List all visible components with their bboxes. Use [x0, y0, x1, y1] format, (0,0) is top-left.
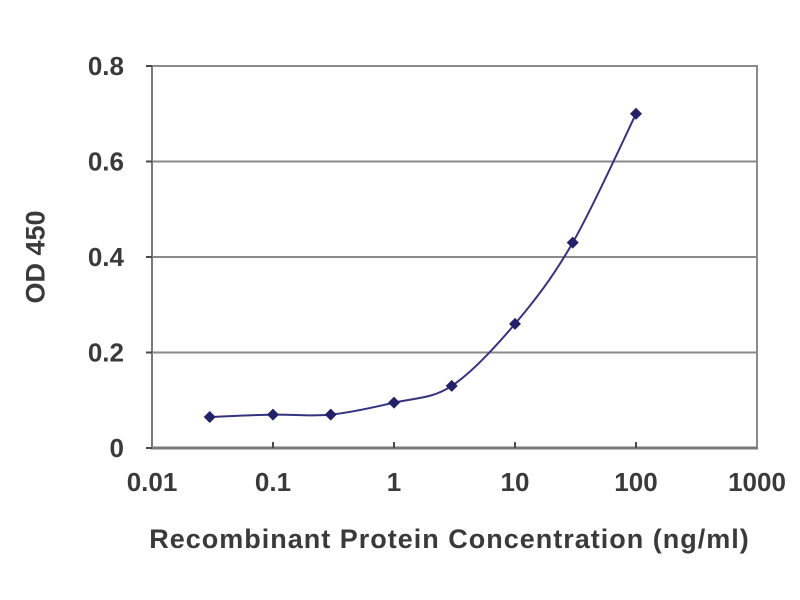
x-tick-label: 1000	[728, 467, 786, 497]
data-point-marker	[445, 379, 458, 392]
data-point-marker	[509, 317, 521, 330]
data-point-marker	[630, 107, 642, 120]
x-axis-title: Recombinant Protein Concentration (ng/ml…	[149, 524, 750, 554]
y-axis-title: OD 450	[20, 210, 51, 304]
x-tick-label: 0.1	[255, 467, 291, 497]
data-point-marker	[566, 236, 579, 249]
y-tick-label: 0.6	[88, 147, 124, 177]
y-tick-label: 0	[110, 433, 124, 463]
data-point-marker	[203, 410, 216, 423]
y-tick-label: 0.8	[88, 51, 124, 81]
x-tick-label: 100	[614, 467, 657, 497]
x-tick-label: 1	[387, 467, 401, 497]
data-point-marker	[388, 396, 400, 409]
data-point-marker	[324, 408, 337, 421]
y-tick-label: 0.2	[88, 338, 124, 368]
x-tick-label: 10	[501, 467, 530, 497]
y-tick-label: 0.4	[88, 242, 125, 272]
data-point-marker	[267, 408, 279, 421]
data-line	[209, 113, 637, 418]
x-tick-label: 0.01	[127, 467, 178, 497]
